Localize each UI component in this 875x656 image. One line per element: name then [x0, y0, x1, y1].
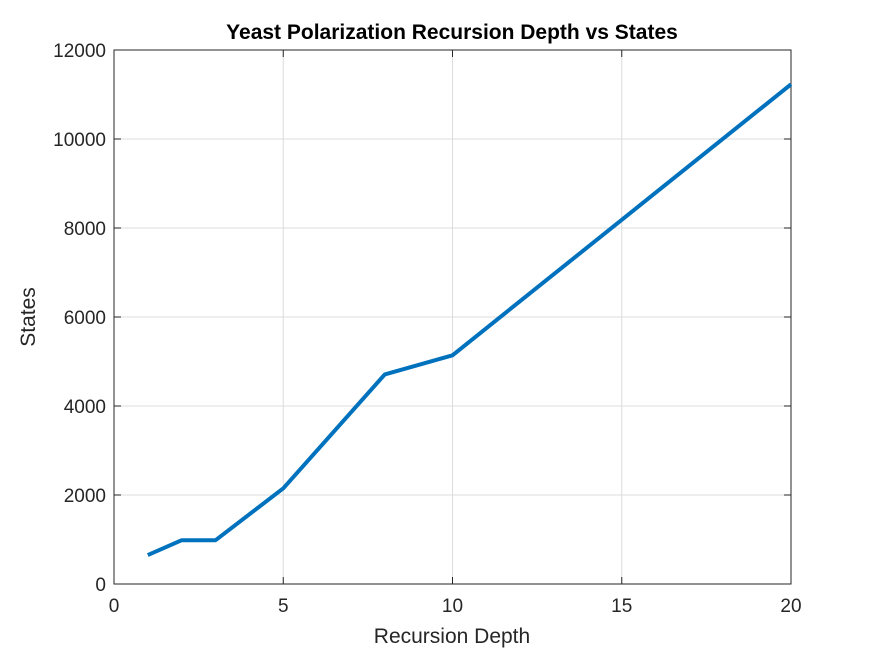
y-tick-label: 2000 — [64, 486, 106, 507]
series — [146, 82, 793, 557]
grid — [114, 50, 791, 584]
y-tick-label: 12000 — [53, 41, 106, 62]
x-tick-label: 5 — [278, 596, 289, 617]
y-axis-label: States — [17, 287, 40, 347]
y-tick-label: 8000 — [64, 219, 106, 240]
y-tick-label: 0 — [95, 575, 106, 596]
y-tick-label: 4000 — [64, 397, 106, 418]
x-axis-label: Recursion Depth — [374, 625, 530, 648]
series-line — [146, 82, 793, 557]
x-tick-label: 10 — [442, 596, 463, 617]
chart-title: Yeast Polarization Recursion Depth vs St… — [226, 21, 678, 44]
axes — [113, 49, 792, 585]
y-tick-label: 10000 — [53, 130, 106, 151]
tick-labels: 0 5 10 15 20 0 2000 4000 6000 8000 10000 12000 — [53, 41, 801, 617]
x-tick-label: 0 — [109, 596, 120, 617]
x-tick-label: 15 — [611, 596, 632, 617]
y-tick-label: 6000 — [64, 308, 106, 329]
x-tick-label: 20 — [780, 596, 801, 617]
